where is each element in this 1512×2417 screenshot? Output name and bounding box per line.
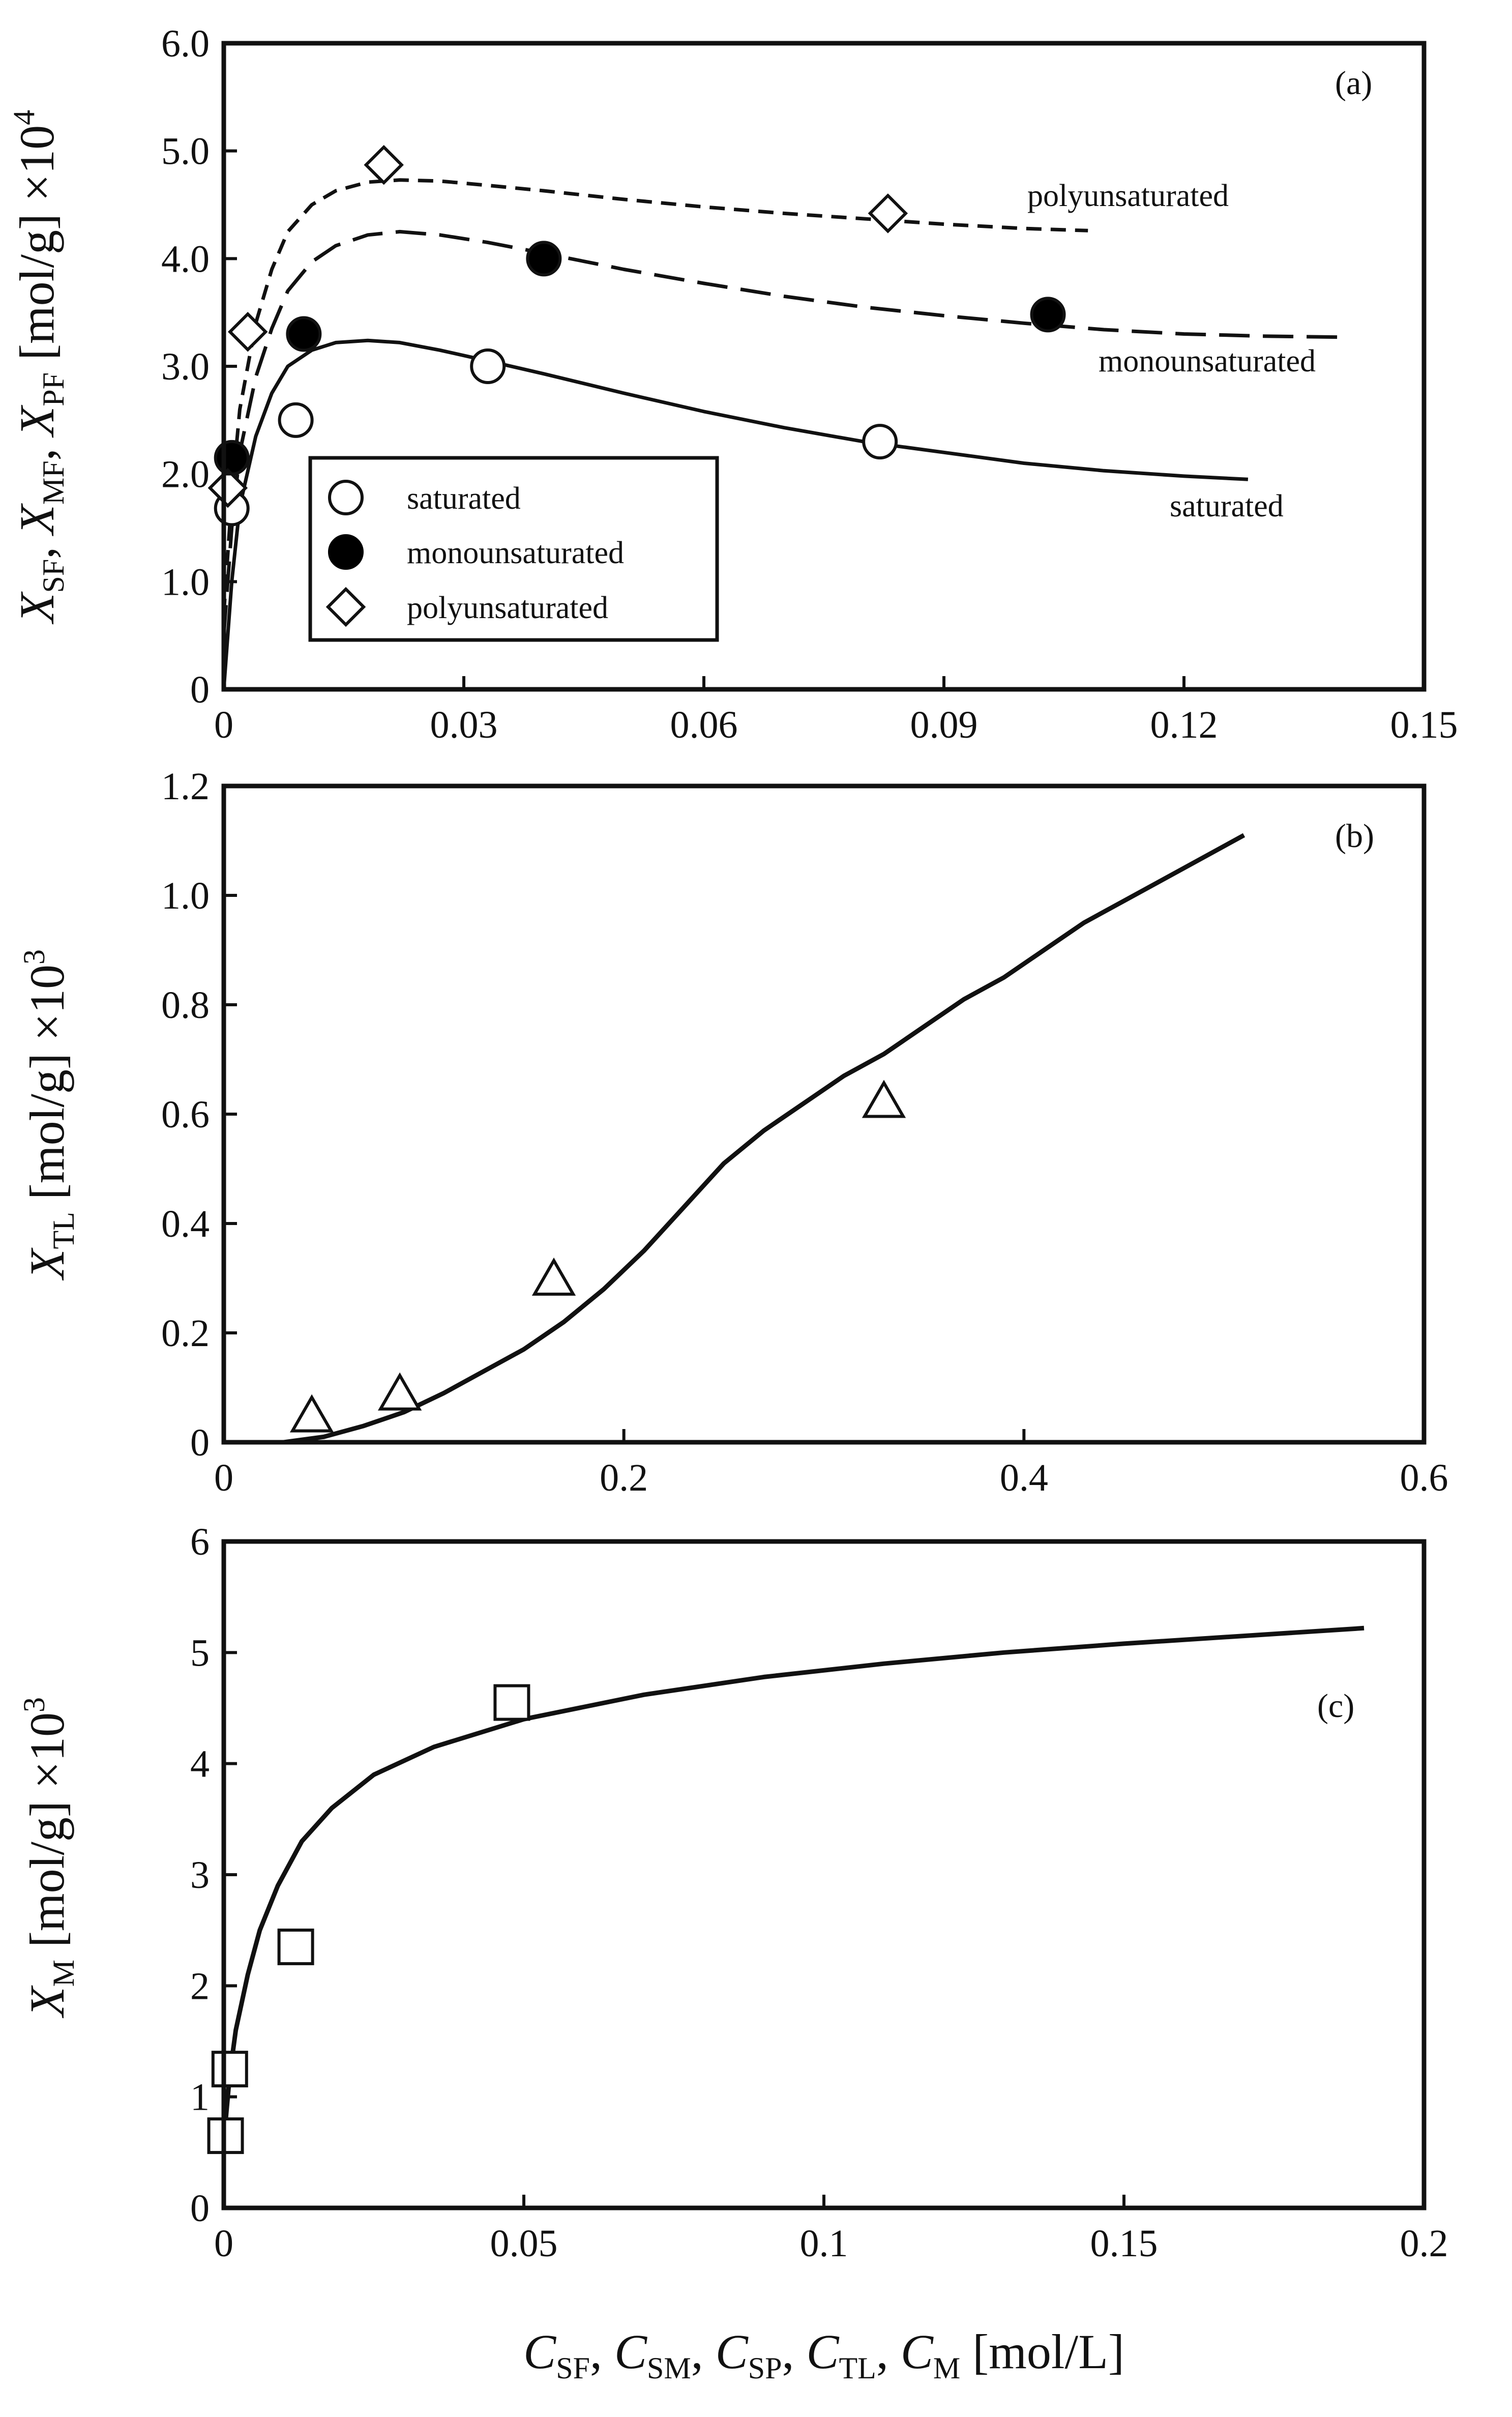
x-tick-label-c: 0 (214, 2222, 233, 2265)
x-tick-label-b: 0.2 (600, 1457, 648, 1499)
y-tick-label-c: 5 (190, 1632, 210, 1674)
x-tick-label-c: 0.1 (800, 2222, 848, 2265)
point-monounsaturated (214, 440, 250, 476)
point-monounsaturated (1030, 297, 1066, 333)
legend-marker-polyunsaturated (325, 587, 366, 627)
panel-b-label: (b) (1335, 818, 1374, 855)
curve-label-polyunsaturated: polyunsaturated (1027, 179, 1229, 213)
point-monounsaturated (286, 316, 322, 352)
y-tick-label-a: 4.0 (161, 238, 210, 280)
point-saturated (470, 348, 506, 384)
legend: saturated monounsaturated polyunsaturate… (308, 456, 719, 642)
panel-a-label: (a) (1335, 65, 1372, 102)
x-tick-label-a: 0.12 (1150, 704, 1218, 746)
point-polyunsaturated (364, 144, 404, 185)
y-tick-label-b: 1.0 (161, 875, 210, 917)
legend-label-polyunsaturated: polyunsaturated (407, 591, 608, 625)
legend-marker-saturated (328, 480, 364, 515)
y-tick-label-c: 6 (190, 1521, 210, 1563)
y-tick-label-b: 0 (190, 1421, 210, 1464)
point-TL (862, 1080, 906, 1118)
panel-c: 0 0.05 0.1 0.15 0.2 0 1 2 3 4 5 6 (c) XM [mol/g] ×1… (17, 1521, 1448, 2265)
x-tick-label-b: 0.4 (1000, 1457, 1048, 1499)
y-axis-label-c: XM [mol/g] ×103 (17, 1697, 80, 2019)
x-tick-label-b: 0.6 (1400, 1457, 1448, 1499)
curve-label-saturated: saturated (1170, 489, 1284, 523)
x-tick-label-a: 0.06 (670, 704, 738, 746)
y-tick-label-b: 0.8 (161, 984, 210, 1027)
x-tick-label-a: 0.09 (910, 704, 978, 746)
x-tick-label-a: 0 (214, 704, 233, 746)
curve-M (221, 1625, 1365, 2142)
x-tick-label-c: 0.2 (1400, 2222, 1448, 2265)
y-tick-label-b: 0.6 (161, 1093, 210, 1136)
panel-b: 0 0.2 0.4 0.6 0 0.2 0.4 0.6 0.8 1.0 1.2 (b) XTL [m… (17, 765, 1448, 1499)
x-axis-label: CSF, CSM, CSP, CTL, CM [mol/L] (523, 2324, 1124, 2385)
y-tick-label-a: 3.0 (161, 345, 210, 388)
y-tick-label-a: 2.0 (161, 453, 210, 496)
y-tick-label-c: 3 (190, 1854, 210, 1897)
point-M (493, 1684, 530, 1721)
y-axis-label-b: XTL [mol/g] ×103 (17, 949, 80, 1281)
y-tick-label-c: 0 (190, 2187, 210, 2230)
panel-c-frame (221, 1539, 1427, 2210)
curve-saturated (222, 338, 1249, 690)
y-tick-label-a: 5.0 (161, 130, 210, 173)
x-tick-label-c: 0.05 (490, 2222, 558, 2265)
panel-a: 0 0.03 0.06 0.09 0.12 0.15 0 1.0 2.0 3.0 4.0 5.0 6.0… (7, 22, 1458, 746)
point-saturated (278, 402, 314, 438)
y-tick-label-a: 6.0 (161, 22, 210, 65)
curve-TL (283, 833, 1246, 1445)
x-tick-label-b: 0 (214, 1457, 233, 1499)
y-tick-label-a: 0 (190, 668, 210, 711)
curve-polyunsaturated (222, 178, 1088, 615)
point-monounsaturated (526, 241, 562, 277)
point-polyunsaturated (227, 312, 268, 352)
y-axis-label-a: XSF, XMF, XPF [mol/g] ×104 (7, 110, 70, 625)
point-M (211, 2051, 248, 2088)
legend-label-monounsaturated: monounsaturated (407, 536, 624, 570)
y-tick-label-b: 1.2 (161, 765, 210, 808)
y-tick-label-c: 4 (190, 1743, 210, 1786)
x-tick-label-c: 0.15 (1090, 2222, 1158, 2265)
y-tick-label-b: 0.2 (161, 1312, 210, 1355)
legend-marker-monounsaturated (328, 534, 364, 570)
y-tick-label-b: 0.4 (161, 1203, 210, 1245)
panel-c-label: (c) (1317, 1687, 1354, 1725)
y-tick-label-c: 2 (190, 1965, 210, 2007)
legend-label-saturated: saturated (407, 481, 521, 516)
point-polyunsaturated (207, 468, 248, 508)
point-polyunsaturated (868, 193, 908, 234)
point-TL (289, 1394, 334, 1433)
point-saturated (862, 424, 898, 460)
x-tick-label-a: 0.03 (430, 704, 498, 746)
curve-label-monounsaturated: monounsaturated (1099, 344, 1316, 378)
point-M (277, 1928, 314, 1965)
y-tick-label-c: 1 (190, 2076, 210, 2119)
point-TL (531, 1257, 576, 1296)
x-tick-label-a: 0.15 (1390, 704, 1458, 746)
panel-b-frame (221, 783, 1427, 1445)
point-TL (377, 1372, 422, 1411)
y-tick-label-a: 1.0 (161, 561, 210, 603)
legend-box (308, 456, 719, 642)
